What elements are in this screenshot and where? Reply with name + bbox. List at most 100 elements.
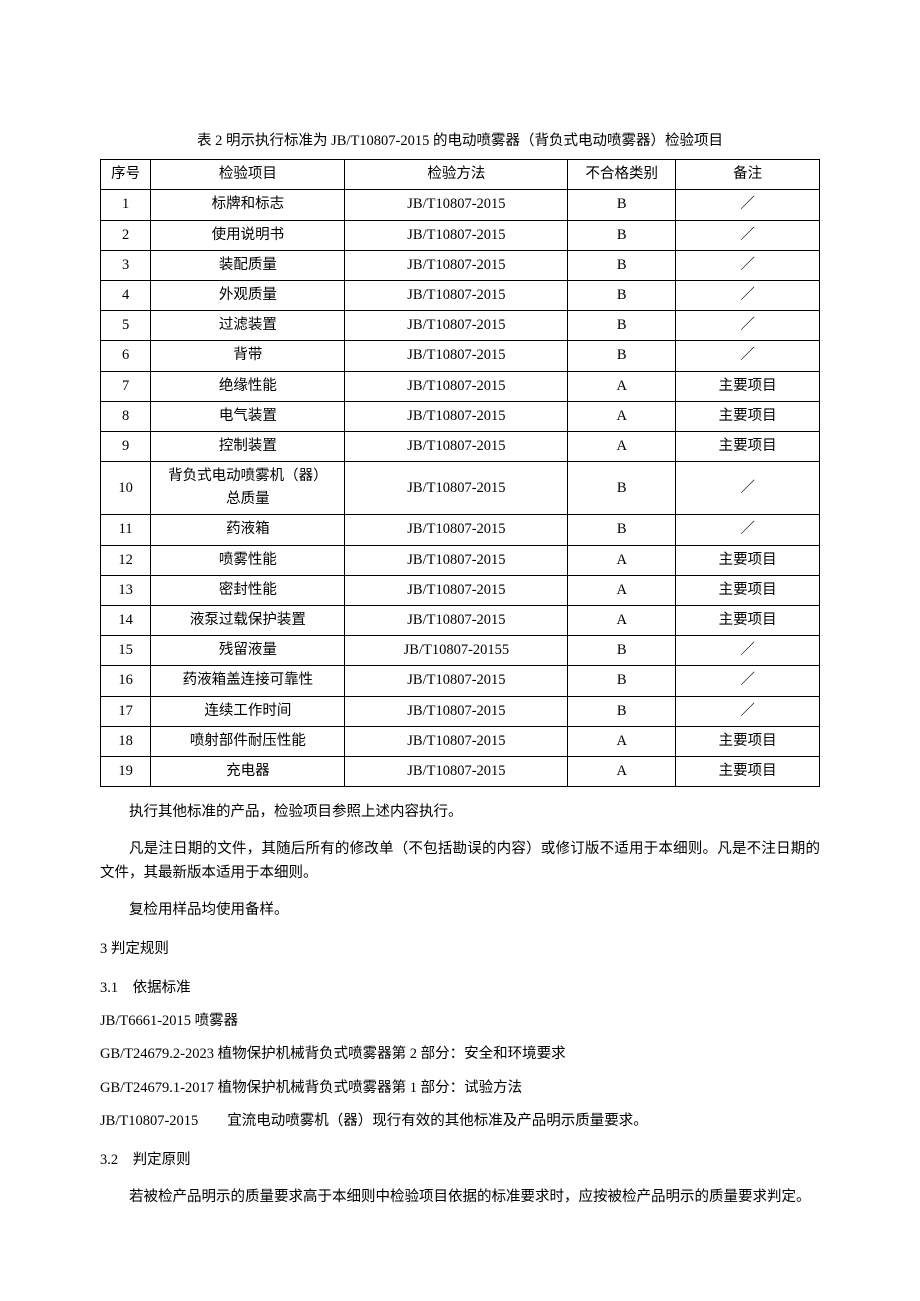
- table-cell: 主要项目: [676, 606, 820, 636]
- table-cell: 12: [101, 545, 151, 575]
- table-row: 15残留液量JB/T10807-20155B／: [101, 636, 820, 666]
- standard-ref: JB/T10807-2015 宜流电动喷雾机（器）现行有效的其他标准及产品明示质…: [100, 1110, 820, 1133]
- col-header-item: 检验项目: [151, 160, 345, 190]
- table-row: 12喷雾性能JB/T10807-2015A主要项目: [101, 545, 820, 575]
- table-cell: 5: [101, 311, 151, 341]
- table-cell: 药液箱盖连接可靠性: [151, 666, 345, 696]
- table-cell: 8: [101, 401, 151, 431]
- table-cell: 喷雾性能: [151, 545, 345, 575]
- table-cell: A: [568, 606, 676, 636]
- inspection-table: 序号 检验项目 检验方法 不合格类别 备注 1标牌和标志JB/T10807-20…: [100, 159, 820, 787]
- table-caption: 表 2 明示执行标准为 JB/T10807-2015 的电动喷雾器（背负式电动喷…: [100, 130, 820, 153]
- standard-ref: GB/T24679.1-2017 植物保护机械背负式喷雾器第 1 部分：试验方法: [100, 1077, 820, 1100]
- paragraph: 凡是注日期的文件，其随后所有的修改单（不包括勘误的内容）或修订版不适用于本细则。…: [100, 838, 820, 884]
- table-cell: 10: [101, 462, 151, 515]
- table-cell: 19: [101, 756, 151, 786]
- table-cell: JB/T10807-2015: [345, 696, 568, 726]
- table-cell: 主要项目: [676, 726, 820, 756]
- table-cell: JB/T10807-2015: [345, 280, 568, 310]
- table-cell: B: [568, 515, 676, 545]
- table-cell: JB/T10807-2015: [345, 756, 568, 786]
- table-cell: 标牌和标志: [151, 190, 345, 220]
- table-row: 4外观质量JB/T10807-2015B／: [101, 280, 820, 310]
- table-cell: JB/T10807-20155: [345, 636, 568, 666]
- table-cell: 残留液量: [151, 636, 345, 666]
- standard-ref: GB/T24679.2-2023 植物保护机械背负式喷雾器第 2 部分：安全和环…: [100, 1043, 820, 1066]
- col-header-method: 检验方法: [345, 160, 568, 190]
- table-cell: B: [568, 190, 676, 220]
- table-cell: JB/T10807-2015: [345, 311, 568, 341]
- table-cell: 喷射部件耐压性能: [151, 726, 345, 756]
- table-cell: ／: [676, 220, 820, 250]
- table-row: 18喷射部件耐压性能JB/T10807-2015A主要项目: [101, 726, 820, 756]
- col-header-seq: 序号: [101, 160, 151, 190]
- paragraph: 复检用样品均使用备样。: [100, 899, 820, 922]
- col-header-cat: 不合格类别: [568, 160, 676, 190]
- document-page: 表 2 明示执行标准为 JB/T10807-2015 的电动喷雾器（背负式电动喷…: [0, 0, 920, 1301]
- table-cell: ／: [676, 190, 820, 220]
- table-cell: 3: [101, 250, 151, 280]
- table-cell: 9: [101, 431, 151, 461]
- table-cell: 主要项目: [676, 401, 820, 431]
- table-row: 13密封性能JB/T10807-2015A主要项目: [101, 575, 820, 605]
- table-cell: 充电器: [151, 756, 345, 786]
- subsection-heading: 3.2 判定原则: [100, 1149, 820, 1172]
- table-cell: ／: [676, 666, 820, 696]
- table-cell: A: [568, 431, 676, 461]
- table-cell: JB/T10807-2015: [345, 341, 568, 371]
- table-cell: A: [568, 401, 676, 431]
- table-cell: 4: [101, 280, 151, 310]
- table-cell: JB/T10807-2015: [345, 606, 568, 636]
- table-cell: 主要项目: [676, 545, 820, 575]
- table-cell: JB/T10807-2015: [345, 250, 568, 280]
- table-cell: ／: [676, 515, 820, 545]
- table-row: 6背带JB/T10807-2015B／: [101, 341, 820, 371]
- table-header-row: 序号 检验项目 检验方法 不合格类别 备注: [101, 160, 820, 190]
- table-cell: ／: [676, 341, 820, 371]
- table-cell: 连续工作时间: [151, 696, 345, 726]
- table-row: 14液泵过载保护装置JB/T10807-2015A主要项目: [101, 606, 820, 636]
- table-cell: 绝缘性能: [151, 371, 345, 401]
- table-cell: JB/T10807-2015: [345, 462, 568, 515]
- table-cell: ／: [676, 462, 820, 515]
- table-cell: B: [568, 636, 676, 666]
- table-cell: 16: [101, 666, 151, 696]
- table-cell: 13: [101, 575, 151, 605]
- table-cell: 11: [101, 515, 151, 545]
- table-cell: 主要项目: [676, 756, 820, 786]
- table-cell: A: [568, 575, 676, 605]
- table-cell: 背负式电动喷雾机（器）总质量: [151, 462, 345, 515]
- table-cell: 2: [101, 220, 151, 250]
- table-cell: B: [568, 250, 676, 280]
- table-cell: B: [568, 311, 676, 341]
- table-cell: 17: [101, 696, 151, 726]
- table-cell: 药液箱: [151, 515, 345, 545]
- table-cell: B: [568, 220, 676, 250]
- table-cell: A: [568, 756, 676, 786]
- table-cell: 7: [101, 371, 151, 401]
- table-cell: JB/T10807-2015: [345, 371, 568, 401]
- table-row: 16药液箱盖连接可靠性JB/T10807-2015B／: [101, 666, 820, 696]
- table-cell: JB/T10807-2015: [345, 220, 568, 250]
- table-row: 9控制装置JB/T10807-2015A主要项目: [101, 431, 820, 461]
- table-cell: JB/T10807-2015: [345, 666, 568, 696]
- table-row: 11药液箱JB/T10807-2015B／: [101, 515, 820, 545]
- table-cell: JB/T10807-2015: [345, 575, 568, 605]
- section-heading: 3 判定规则: [100, 938, 820, 961]
- table-cell: JB/T10807-2015: [345, 190, 568, 220]
- table-cell: 背带: [151, 341, 345, 371]
- table-cell: A: [568, 371, 676, 401]
- table-cell: 6: [101, 341, 151, 371]
- table-row: 7绝缘性能JB/T10807-2015A主要项目: [101, 371, 820, 401]
- table-row: 1标牌和标志JB/T10807-2015B／: [101, 190, 820, 220]
- table-cell: 18: [101, 726, 151, 756]
- table-cell: ／: [676, 696, 820, 726]
- table-row: 17连续工作时间JB/T10807-2015B／: [101, 696, 820, 726]
- table-cell: B: [568, 696, 676, 726]
- table-cell: B: [568, 666, 676, 696]
- table-cell: ／: [676, 250, 820, 280]
- table-cell: B: [568, 462, 676, 515]
- table-row: 5过滤装置JB/T10807-2015B／: [101, 311, 820, 341]
- table-cell: ／: [676, 636, 820, 666]
- table-cell: ／: [676, 280, 820, 310]
